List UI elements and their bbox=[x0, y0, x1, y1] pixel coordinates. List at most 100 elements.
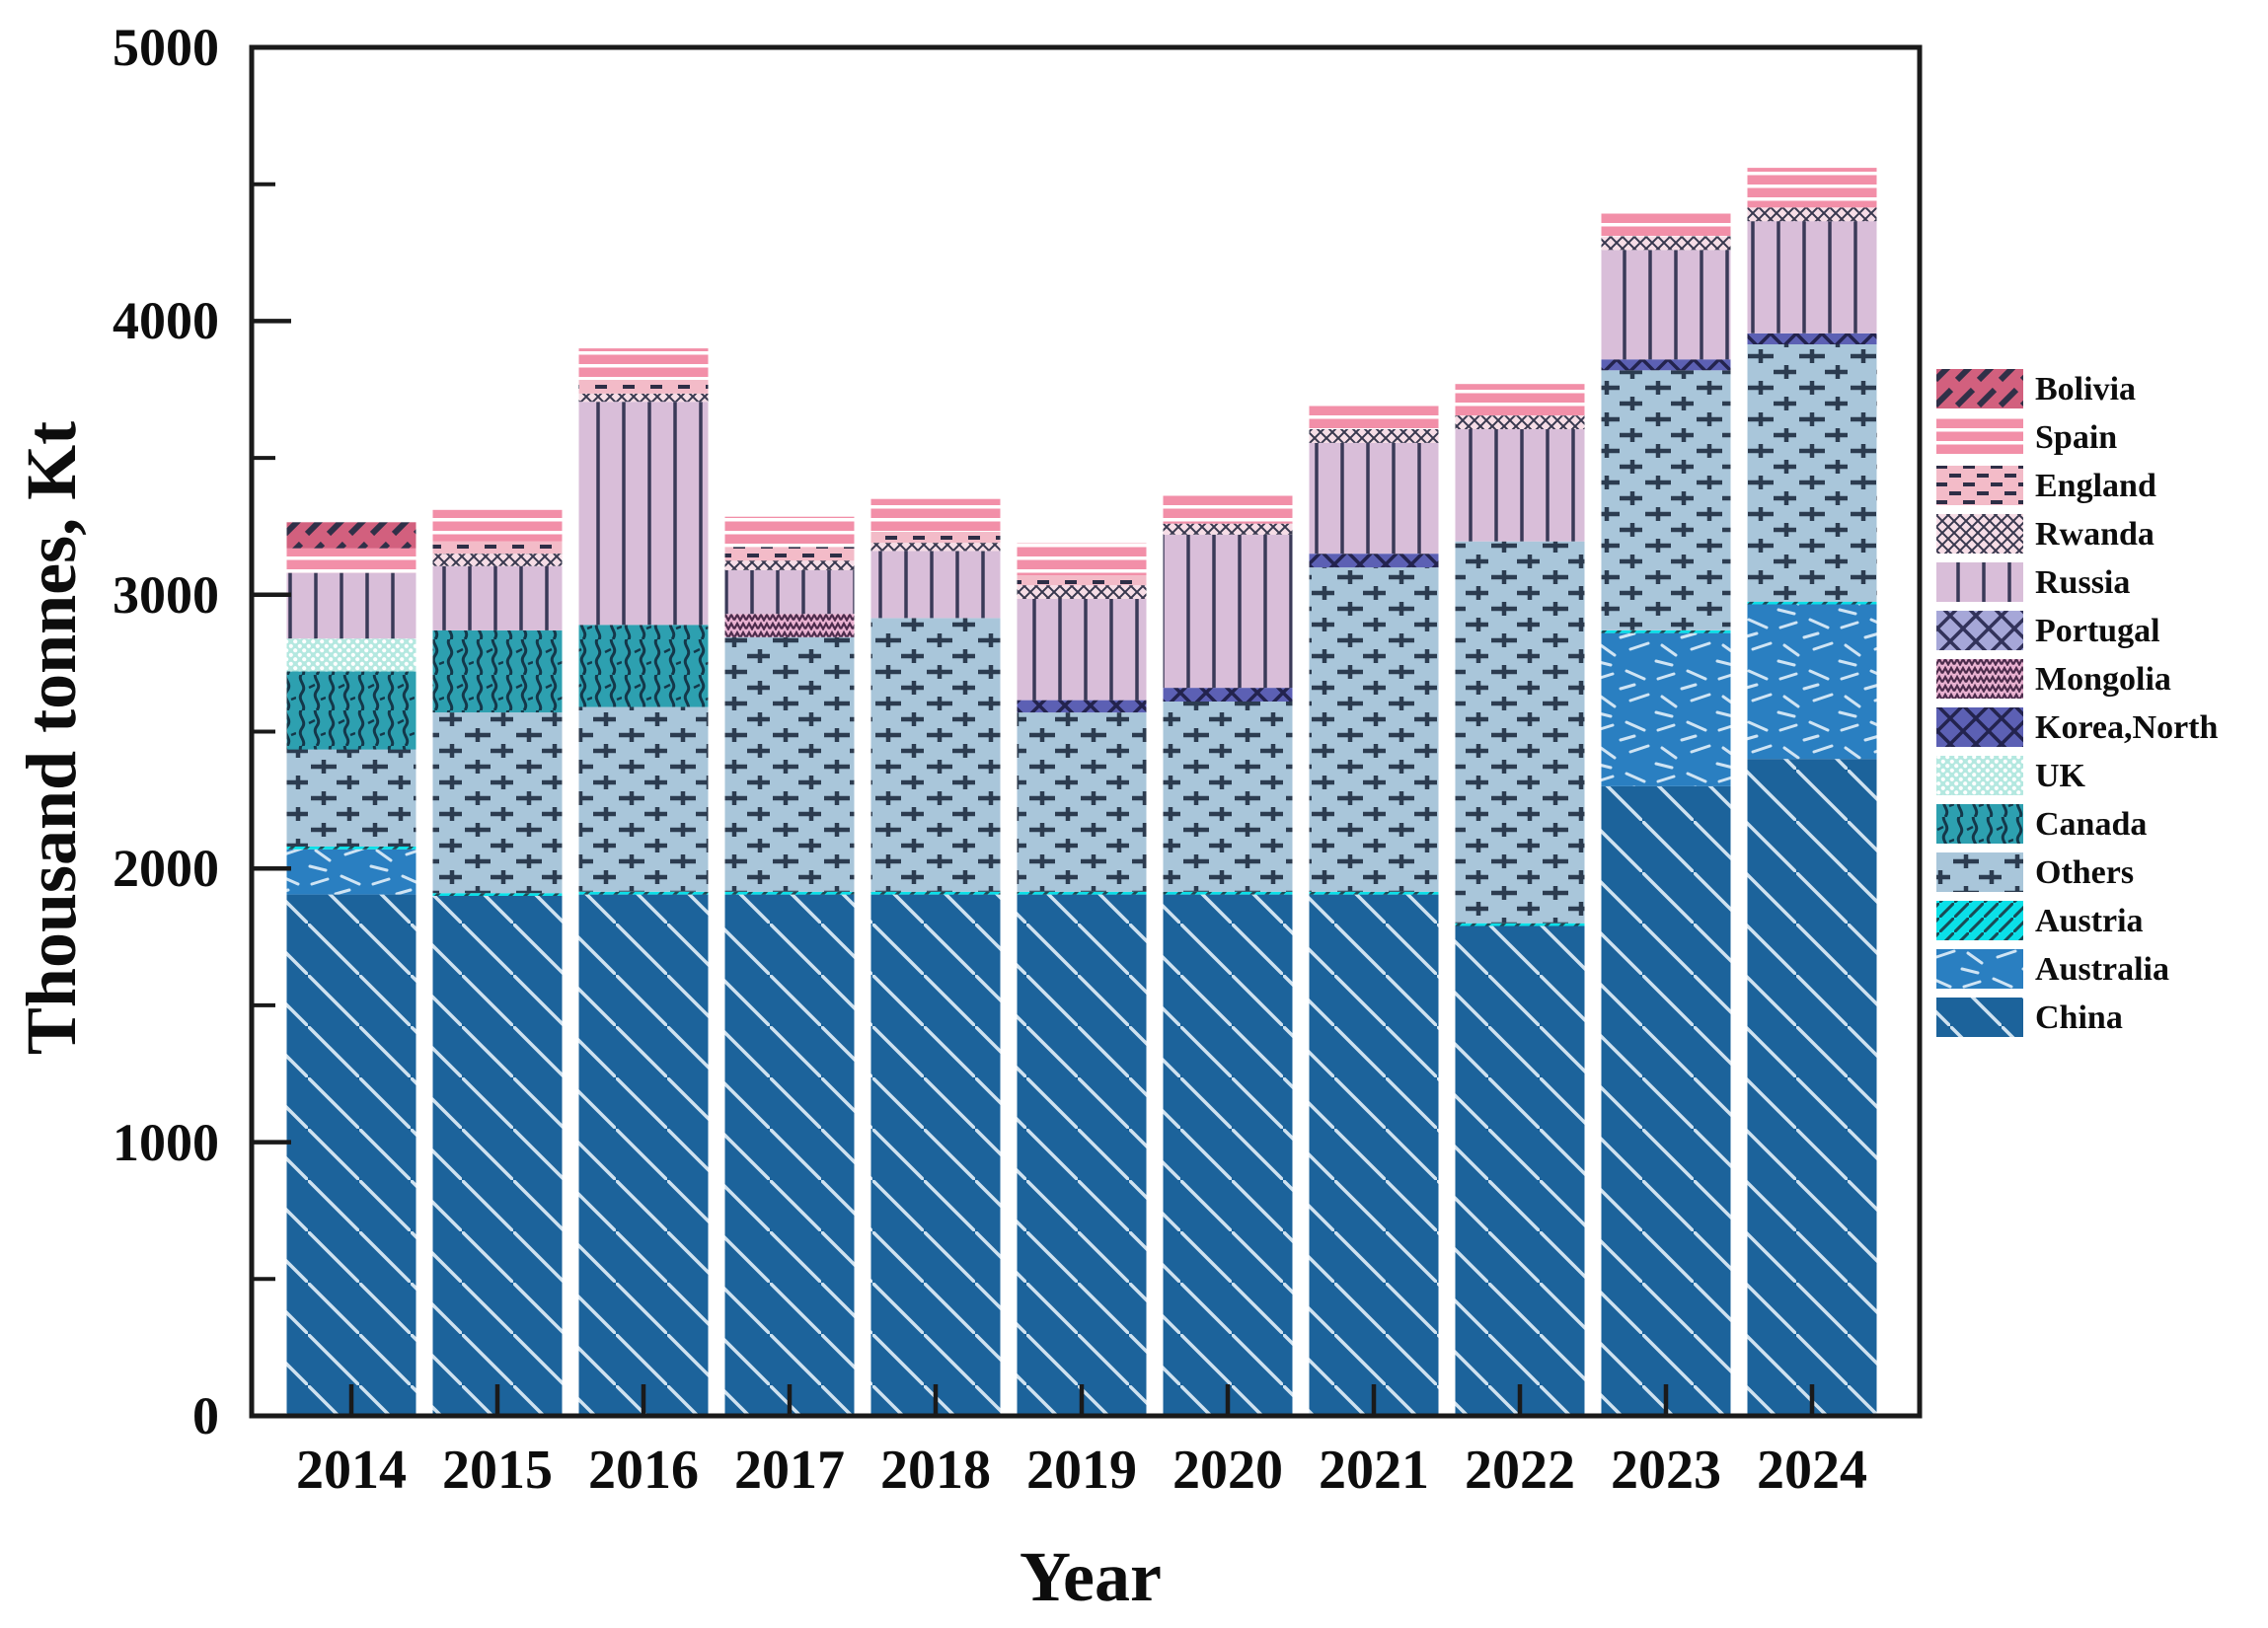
bar-segment-canada-2016 bbox=[578, 625, 709, 707]
legend-swatch-canada bbox=[1936, 804, 2023, 844]
legend-item-england: England bbox=[1936, 466, 2156, 505]
bar-segment-rwanda-2016 bbox=[578, 393, 709, 403]
bar-segment-china-2016 bbox=[578, 894, 709, 1416]
legend-item-austria: Austria bbox=[1936, 901, 2144, 940]
bar-segment-russia-2023 bbox=[1601, 250, 1731, 360]
legend-item-china: China bbox=[1936, 998, 2123, 1037]
bar-segment-spain-2022 bbox=[1455, 384, 1585, 416]
bar-segment-austria-2017 bbox=[724, 891, 855, 895]
bar-segment-others-2018 bbox=[870, 618, 1001, 892]
bar-segment-rwanda-2023 bbox=[1601, 236, 1731, 251]
bar-segment-others-2015 bbox=[432, 712, 563, 894]
x-axis-title: Year bbox=[1020, 1537, 1162, 1616]
bar-segment-mongolia-2017 bbox=[724, 614, 855, 637]
plot-frame bbox=[249, 44, 1923, 1419]
x-tick-label: 2015 bbox=[442, 1440, 553, 1501]
bar-segment-spain-2014 bbox=[286, 548, 416, 573]
bar-segment-austria-2024 bbox=[1747, 601, 1877, 605]
legend-item-mongolia: Mongolia bbox=[1936, 659, 2171, 699]
legend-item-bolivia: Bolivia bbox=[1936, 369, 2136, 408]
bar-segment-korea-north-2021 bbox=[1309, 554, 1439, 568]
bar-segment-others-2023 bbox=[1601, 370, 1731, 630]
bar-segment-china-2019 bbox=[1017, 894, 1147, 1416]
legend-item-spain: Spain bbox=[1936, 417, 2117, 457]
bar-segment-china-2018 bbox=[870, 894, 1001, 1416]
bar-segment-russia-2018 bbox=[870, 551, 1001, 619]
bar-segment-austria-2014 bbox=[286, 847, 416, 850]
legend-item-russia: Russia bbox=[1936, 562, 2130, 602]
x-tick-label: 2022 bbox=[1465, 1440, 1575, 1501]
bar-segment-england-2017 bbox=[724, 547, 855, 561]
legend-swatch-australia bbox=[1936, 949, 2023, 989]
bar-segment-others-2019 bbox=[1017, 712, 1147, 892]
bar-segment-russia-2024 bbox=[1747, 221, 1877, 333]
bar-segment-austria-2019 bbox=[1017, 891, 1147, 895]
x-tick-label: 2017 bbox=[734, 1440, 845, 1501]
x-tick-label: 2018 bbox=[880, 1440, 991, 1501]
bar-segment-australia-2024 bbox=[1747, 604, 1877, 760]
legend-label-uk: UK bbox=[2035, 758, 2086, 794]
legend-swatch-bolivia bbox=[1936, 369, 2023, 408]
bar-segment-spain-2016 bbox=[578, 348, 709, 380]
bar-segment-russia-2015 bbox=[432, 565, 563, 630]
bar-segment-russia-2014 bbox=[286, 572, 416, 639]
legend-item-portugal: Portugal bbox=[1936, 611, 2160, 650]
bar-segment-others-2024 bbox=[1747, 344, 1877, 602]
legend-swatch-russia bbox=[1936, 562, 2023, 602]
bar-segment-korea-north-2023 bbox=[1601, 359, 1731, 371]
y-tick-label: 2000 bbox=[113, 839, 219, 898]
bar-segment-austria-2022 bbox=[1455, 923, 1585, 926]
y-tick-label: 4000 bbox=[113, 291, 219, 350]
legend-label-china: China bbox=[2035, 999, 2123, 1036]
legend-label-russia: Russia bbox=[2035, 564, 2130, 601]
bar-segment-england-2019 bbox=[1017, 575, 1147, 586]
bar-segment-china-2020 bbox=[1163, 894, 1293, 1416]
x-tick-label: 2024 bbox=[1757, 1440, 1867, 1501]
bar-segment-uk-2014 bbox=[286, 638, 416, 672]
legend-swatch-austria bbox=[1936, 901, 2023, 940]
bar-segment-spain-2021 bbox=[1309, 405, 1439, 429]
x-tick-label: 2020 bbox=[1172, 1440, 1283, 1501]
bar-segment-rwanda-2015 bbox=[432, 554, 563, 566]
bar-segment-china-2017 bbox=[724, 894, 855, 1416]
bar-segment-rwanda-2017 bbox=[724, 560, 855, 570]
bar-segment-china-2015 bbox=[432, 895, 563, 1416]
legend-label-spain: Spain bbox=[2035, 419, 2117, 456]
bar-segment-others-2022 bbox=[1455, 541, 1585, 924]
bar-segment-russia-2017 bbox=[724, 569, 855, 615]
y-tick-label: 3000 bbox=[113, 565, 219, 625]
legend-label-korea-north: Korea,North bbox=[2035, 709, 2218, 746]
legend-item-korea-north: Korea,North bbox=[1936, 707, 2218, 747]
legend-label-bolivia: Bolivia bbox=[2035, 371, 2136, 407]
bar-segment-canada-2014 bbox=[286, 671, 416, 750]
bar-segment-austria-2015 bbox=[432, 893, 563, 896]
legend-item-canada: Canada bbox=[1936, 804, 2147, 844]
legend-item-australia: Australia bbox=[1936, 949, 2169, 989]
bar-segment-bolivia-2014 bbox=[286, 522, 416, 549]
bar-segment-rwanda-2021 bbox=[1309, 429, 1439, 443]
y-tick-label: 1000 bbox=[113, 1113, 219, 1172]
legend-swatch-england bbox=[1936, 466, 2023, 505]
y-tick-label: 5000 bbox=[113, 18, 219, 77]
x-tick-label: 2023 bbox=[1611, 1440, 1721, 1501]
legend-label-canada: Canada bbox=[2035, 806, 2147, 843]
legend-swatch-mongolia bbox=[1936, 659, 2023, 699]
legend-swatch-korea-north bbox=[1936, 707, 2023, 747]
bar-segment-austria-2023 bbox=[1601, 629, 1731, 633]
bar-segment-spain-2017 bbox=[724, 516, 855, 548]
legend-item-others: Others bbox=[1936, 852, 2134, 892]
bar-segment-rwanda-2022 bbox=[1455, 415, 1585, 429]
bar-segment-russia-2019 bbox=[1017, 599, 1147, 701]
bar-segment-england-2015 bbox=[432, 541, 563, 555]
bar-segment-korea-north-2020 bbox=[1163, 688, 1293, 702]
legend-swatch-uk bbox=[1936, 756, 2023, 795]
bar-segment-others-2017 bbox=[724, 636, 855, 892]
legend-swatch-portugal bbox=[1936, 611, 2023, 650]
legend-swatch-others bbox=[1936, 852, 2023, 892]
bar-segment-russia-2021 bbox=[1309, 442, 1439, 555]
bar-segment-others-2020 bbox=[1163, 702, 1293, 892]
legend-label-portugal: Portugal bbox=[2035, 613, 2160, 649]
y-tick-label: 0 bbox=[192, 1386, 219, 1445]
x-tick-label: 2016 bbox=[588, 1440, 699, 1501]
